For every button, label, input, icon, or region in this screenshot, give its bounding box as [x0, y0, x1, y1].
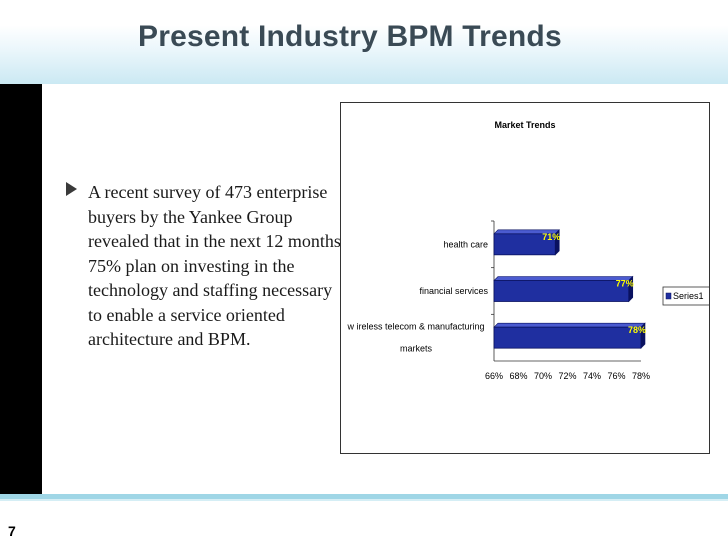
bar-top-face [493, 322, 646, 328]
bar [493, 233, 556, 256]
x-tick-label: 72% [558, 371, 576, 381]
chart-legend: Series1 [662, 286, 711, 306]
x-tick-label: 70% [534, 371, 552, 381]
header-band [0, 0, 728, 84]
x-tick-label: 74% [583, 371, 601, 381]
bar-top-face [493, 276, 634, 281]
page-number: 7 [8, 523, 16, 539]
x-tick-label: 68% [509, 371, 527, 381]
footer-rule-light [0, 499, 728, 501]
slide-title: Present Industry BPM Trends [138, 20, 562, 53]
x-tick-label: 76% [607, 371, 625, 381]
left-accent-bar [0, 84, 42, 494]
category-label: health care [443, 239, 488, 249]
chart-title: Market Trends [494, 120, 555, 130]
chart-frame: Market Trends 66% 68% 70% 72% 74% 76% 78% 78% w … [340, 102, 711, 454]
data-label: 77% [616, 279, 634, 289]
category-label: w ireless telecom & manufacturing markets [346, 322, 484, 354]
footer-rule [0, 494, 728, 499]
bar [493, 280, 630, 302]
data-label: 71% [542, 232, 560, 242]
arrow-bullet-icon [66, 182, 77, 196]
legend-swatch [665, 292, 672, 300]
plot-area: 66% 68% 70% 72% 74% 76% 78% 78% w ireless teleco… [346, 220, 650, 381]
legend-label: Series1 [673, 291, 704, 301]
market-trends-chart: Market Trends 66% 68% 70% 72% 74% 76% 78% 78% w … [346, 120, 711, 381]
bullet-text: A recent survey of 473 enterprise buyers… [88, 182, 346, 349]
x-tick-label: 66% [485, 371, 503, 381]
bar [493, 326, 642, 349]
category-label: financial services [419, 286, 488, 296]
data-label: 78% [628, 325, 646, 335]
x-tick-label: 78% [632, 371, 650, 381]
